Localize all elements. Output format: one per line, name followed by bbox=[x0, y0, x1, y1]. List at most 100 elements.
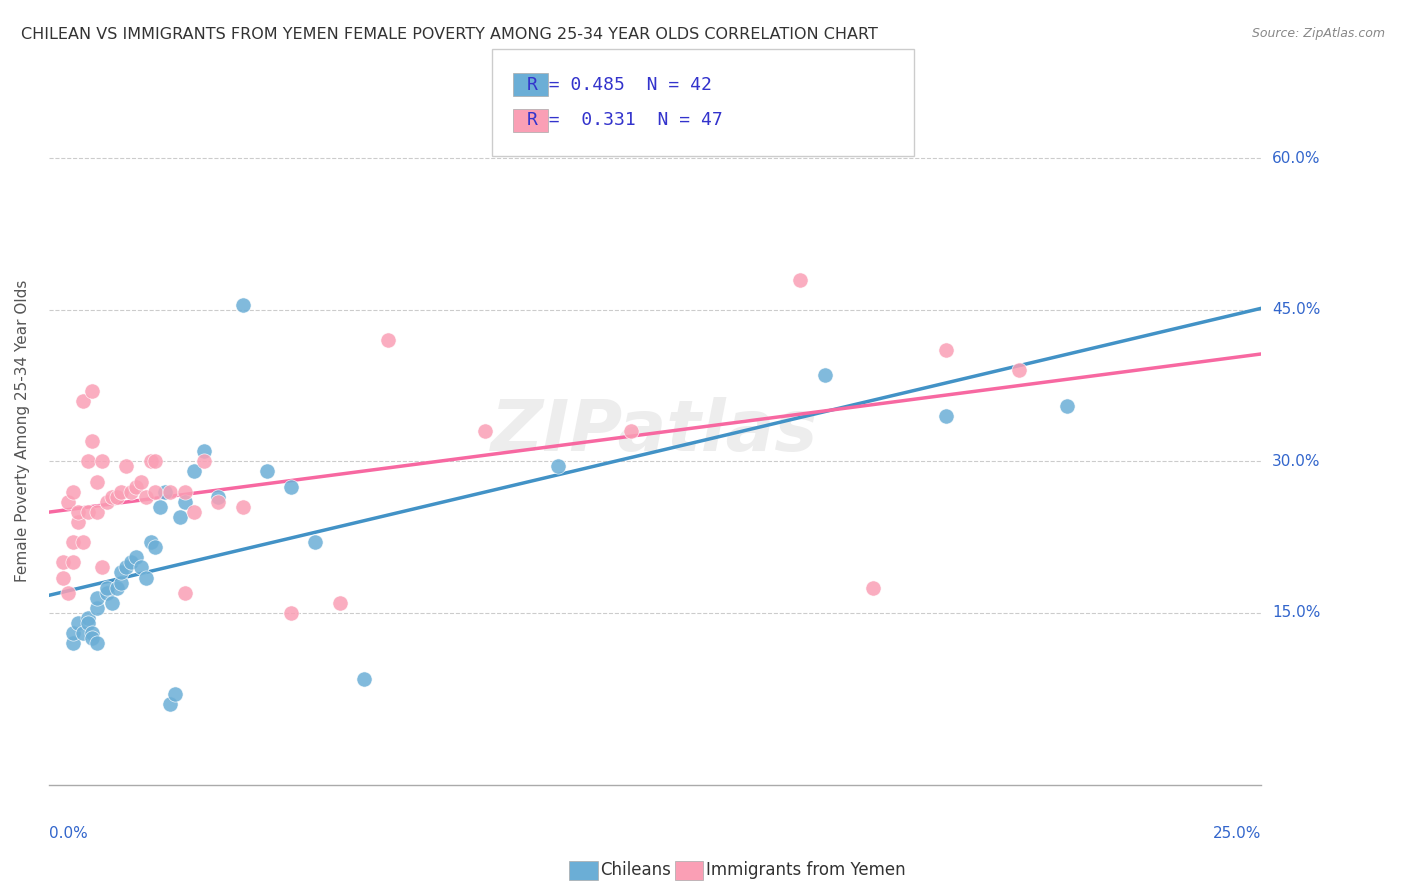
Point bbox=[135, 490, 157, 504]
Point bbox=[129, 560, 152, 574]
Point bbox=[62, 626, 84, 640]
Point bbox=[110, 575, 132, 590]
Point bbox=[120, 555, 142, 569]
Point bbox=[153, 484, 176, 499]
Point bbox=[125, 550, 148, 565]
Point bbox=[66, 515, 89, 529]
Point bbox=[183, 505, 205, 519]
Point bbox=[76, 615, 98, 630]
Text: ZIPatlas: ZIPatlas bbox=[491, 397, 818, 466]
Point bbox=[115, 560, 138, 574]
Point bbox=[145, 540, 167, 554]
Point bbox=[110, 566, 132, 580]
Point bbox=[193, 454, 215, 468]
Point bbox=[547, 459, 569, 474]
Point bbox=[86, 591, 108, 605]
Point bbox=[86, 505, 108, 519]
Text: 0.0%: 0.0% bbox=[49, 826, 87, 841]
Point bbox=[62, 535, 84, 549]
Text: 60.0%: 60.0% bbox=[1272, 151, 1320, 166]
Text: 15.0%: 15.0% bbox=[1272, 606, 1320, 621]
Text: R = 0.485  N = 42: R = 0.485 N = 42 bbox=[527, 76, 711, 94]
Text: Chileans: Chileans bbox=[600, 861, 671, 879]
Point bbox=[82, 434, 104, 449]
Point bbox=[101, 596, 124, 610]
Point bbox=[52, 570, 75, 584]
Point bbox=[105, 490, 128, 504]
Point bbox=[62, 555, 84, 569]
Point bbox=[173, 585, 195, 599]
Point bbox=[353, 672, 375, 686]
Point bbox=[120, 484, 142, 499]
Point bbox=[163, 687, 186, 701]
Point bbox=[82, 631, 104, 645]
Point bbox=[91, 454, 114, 468]
Text: Immigrants from Yemen: Immigrants from Yemen bbox=[706, 861, 905, 879]
Point bbox=[935, 409, 957, 423]
Point bbox=[1056, 399, 1078, 413]
Point bbox=[62, 636, 84, 650]
Text: 30.0%: 30.0% bbox=[1272, 454, 1320, 469]
Point bbox=[232, 500, 254, 514]
Point bbox=[620, 424, 643, 438]
Point bbox=[110, 484, 132, 499]
Point bbox=[789, 272, 811, 286]
Point bbox=[101, 490, 124, 504]
Point bbox=[183, 465, 205, 479]
Point bbox=[1007, 363, 1029, 377]
Point bbox=[56, 495, 79, 509]
Point bbox=[862, 581, 884, 595]
Point bbox=[72, 626, 94, 640]
Point bbox=[86, 600, 108, 615]
Point bbox=[56, 585, 79, 599]
Point bbox=[125, 480, 148, 494]
Point bbox=[377, 333, 399, 347]
Point bbox=[76, 611, 98, 625]
Point bbox=[280, 606, 302, 620]
Point bbox=[72, 535, 94, 549]
Point bbox=[169, 510, 191, 524]
Point bbox=[145, 454, 167, 468]
Point bbox=[82, 384, 104, 398]
Point bbox=[256, 465, 278, 479]
Point bbox=[72, 393, 94, 408]
Point bbox=[207, 490, 229, 504]
Point bbox=[304, 535, 326, 549]
Point bbox=[66, 505, 89, 519]
Point bbox=[86, 475, 108, 489]
Point bbox=[96, 495, 118, 509]
Point bbox=[145, 484, 167, 499]
Y-axis label: Female Poverty Among 25-34 Year Olds: Female Poverty Among 25-34 Year Olds bbox=[15, 280, 30, 582]
Point bbox=[814, 368, 837, 383]
Point bbox=[935, 343, 957, 358]
Point bbox=[115, 459, 138, 474]
Point bbox=[232, 298, 254, 312]
Point bbox=[96, 581, 118, 595]
Point bbox=[76, 505, 98, 519]
Point bbox=[91, 560, 114, 574]
Point bbox=[105, 581, 128, 595]
Point bbox=[76, 454, 98, 468]
Point bbox=[96, 585, 118, 599]
Point bbox=[129, 475, 152, 489]
Text: 25.0%: 25.0% bbox=[1213, 826, 1261, 841]
Point bbox=[149, 500, 172, 514]
Point bbox=[82, 626, 104, 640]
Point bbox=[139, 535, 162, 549]
Text: Source: ZipAtlas.com: Source: ZipAtlas.com bbox=[1251, 27, 1385, 40]
Point bbox=[193, 444, 215, 458]
Point bbox=[66, 615, 89, 630]
Text: R =  0.331  N = 47: R = 0.331 N = 47 bbox=[527, 112, 723, 129]
Point bbox=[62, 484, 84, 499]
Point bbox=[329, 596, 352, 610]
Text: 45.0%: 45.0% bbox=[1272, 302, 1320, 318]
Point bbox=[159, 484, 181, 499]
Text: CHILEAN VS IMMIGRANTS FROM YEMEN FEMALE POVERTY AMONG 25-34 YEAR OLDS CORRELATIO: CHILEAN VS IMMIGRANTS FROM YEMEN FEMALE … bbox=[21, 27, 877, 42]
Point bbox=[173, 495, 195, 509]
Point bbox=[173, 484, 195, 499]
Point bbox=[52, 555, 75, 569]
Point bbox=[280, 480, 302, 494]
Point bbox=[135, 570, 157, 584]
Point bbox=[474, 424, 496, 438]
Point bbox=[207, 495, 229, 509]
